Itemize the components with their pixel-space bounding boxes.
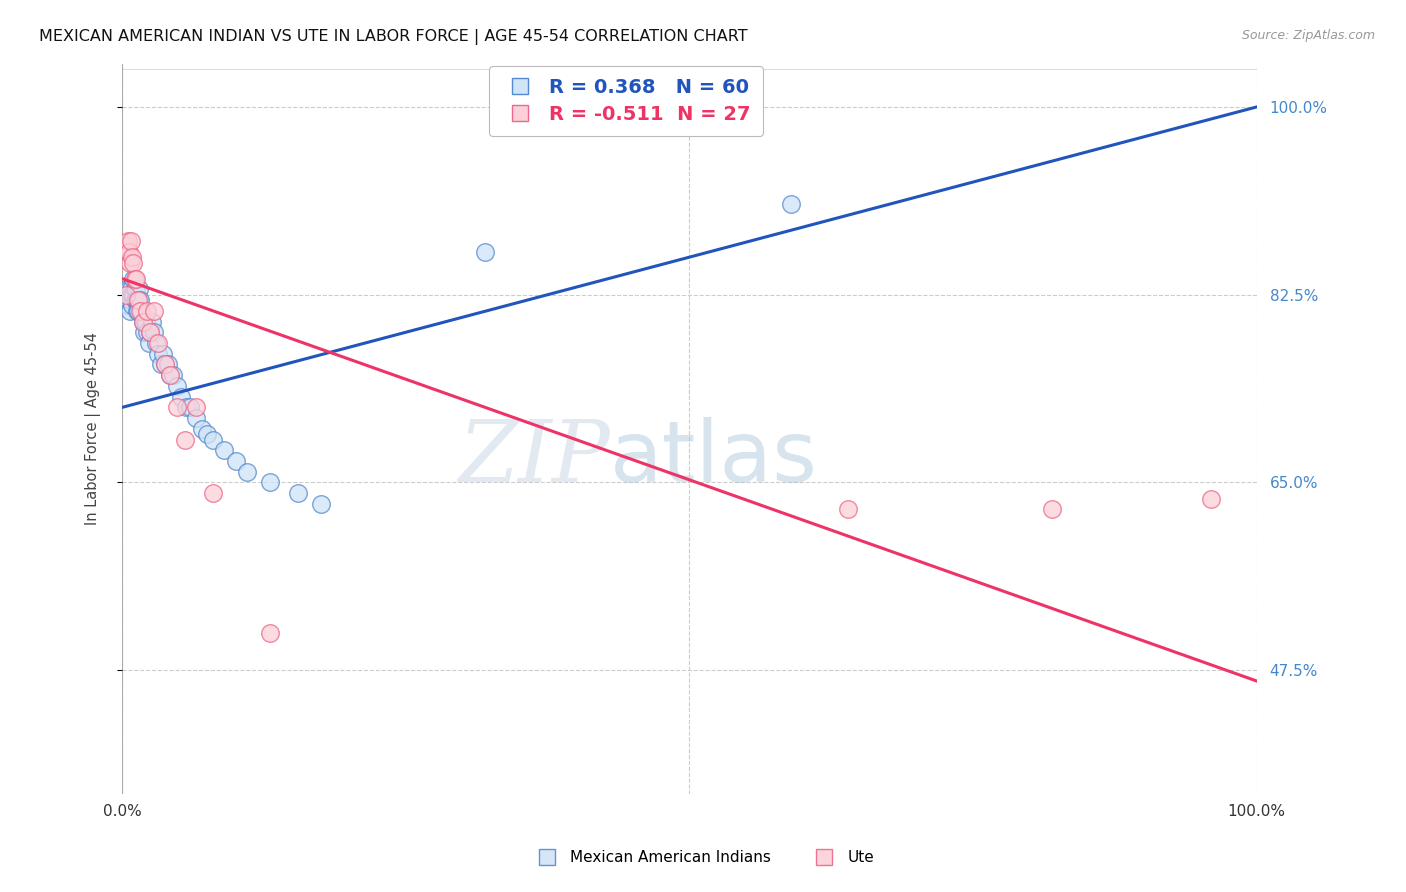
Point	[148, 347, 170, 361]
Point	[117, 298, 139, 312]
Point	[184, 401, 207, 415]
Point	[128, 293, 150, 307]
Point	[120, 303, 142, 318]
Point	[134, 314, 156, 328]
Point	[120, 255, 142, 269]
Point	[125, 271, 148, 285]
Point	[142, 326, 165, 340]
Point	[141, 314, 163, 328]
Point	[149, 358, 172, 372]
Point	[121, 250, 143, 264]
Point	[125, 293, 148, 307]
Point	[152, 347, 174, 361]
Point	[131, 314, 153, 328]
Point	[120, 293, 142, 307]
Point	[166, 379, 188, 393]
Point	[142, 303, 165, 318]
Point	[201, 433, 224, 447]
Point	[131, 314, 153, 328]
Point	[117, 234, 139, 248]
Text: ZIP: ZIP	[458, 417, 610, 500]
Point	[120, 287, 142, 301]
Text: Source: ZipAtlas.com: Source: ZipAtlas.com	[1241, 29, 1375, 42]
Point	[120, 234, 142, 248]
Point	[131, 303, 153, 318]
Point	[122, 271, 145, 285]
Point	[159, 368, 181, 383]
Point	[148, 336, 170, 351]
Point	[125, 303, 148, 318]
Point	[118, 282, 141, 296]
Point	[474, 244, 496, 259]
Legend: Mexican American Indians, Ute: Mexican American Indians, Ute	[526, 844, 880, 871]
Point	[128, 282, 150, 296]
Point	[145, 336, 167, 351]
Point	[115, 293, 138, 307]
Point	[179, 401, 201, 415]
Point	[114, 287, 136, 301]
Point	[115, 282, 138, 296]
Point	[259, 475, 281, 490]
Point	[159, 368, 181, 383]
Point	[127, 303, 149, 318]
Point	[212, 443, 235, 458]
Point	[118, 293, 141, 307]
Point	[121, 298, 143, 312]
Point	[170, 390, 193, 404]
Point	[225, 454, 247, 468]
Point	[155, 358, 177, 372]
Point	[129, 303, 152, 318]
Point	[124, 271, 146, 285]
Point	[122, 287, 145, 301]
Point	[138, 336, 160, 351]
Point	[1199, 491, 1222, 506]
Point	[136, 303, 159, 318]
Point	[174, 401, 197, 415]
Point	[135, 314, 157, 328]
Point	[156, 358, 179, 372]
Point	[124, 293, 146, 307]
Point	[122, 255, 145, 269]
Point	[121, 287, 143, 301]
Point	[120, 282, 142, 296]
Point	[115, 239, 138, 253]
Point	[259, 625, 281, 640]
Text: atlas: atlas	[610, 417, 818, 500]
Text: MEXICAN AMERICAN INDIAN VS UTE IN LABOR FORCE | AGE 45-54 CORRELATION CHART: MEXICAN AMERICAN INDIAN VS UTE IN LABOR …	[39, 29, 748, 45]
Point	[236, 465, 259, 479]
Point	[118, 244, 141, 259]
Point	[114, 287, 136, 301]
Point	[184, 411, 207, 425]
Point	[309, 497, 332, 511]
Point	[136, 326, 159, 340]
Point	[139, 326, 162, 340]
Point	[132, 326, 155, 340]
Point	[124, 282, 146, 296]
Point	[166, 401, 188, 415]
Y-axis label: In Labor Force | Age 45-54: In Labor Force | Age 45-54	[86, 333, 101, 525]
Point	[117, 293, 139, 307]
Point	[117, 287, 139, 301]
Point	[162, 368, 184, 383]
Point	[780, 196, 803, 211]
Point	[127, 293, 149, 307]
Point	[1040, 502, 1063, 516]
Point	[125, 293, 148, 307]
Point	[125, 282, 148, 296]
Point	[201, 486, 224, 500]
Point	[195, 427, 218, 442]
Point	[139, 326, 162, 340]
Point	[287, 486, 309, 500]
Point	[190, 422, 212, 436]
Point	[129, 293, 152, 307]
Legend: R = 0.368   N = 60, R = -0.511  N = 27: R = 0.368 N = 60, R = -0.511 N = 27	[489, 67, 762, 136]
Point	[155, 358, 177, 372]
Point	[173, 433, 195, 447]
Point	[837, 502, 859, 516]
